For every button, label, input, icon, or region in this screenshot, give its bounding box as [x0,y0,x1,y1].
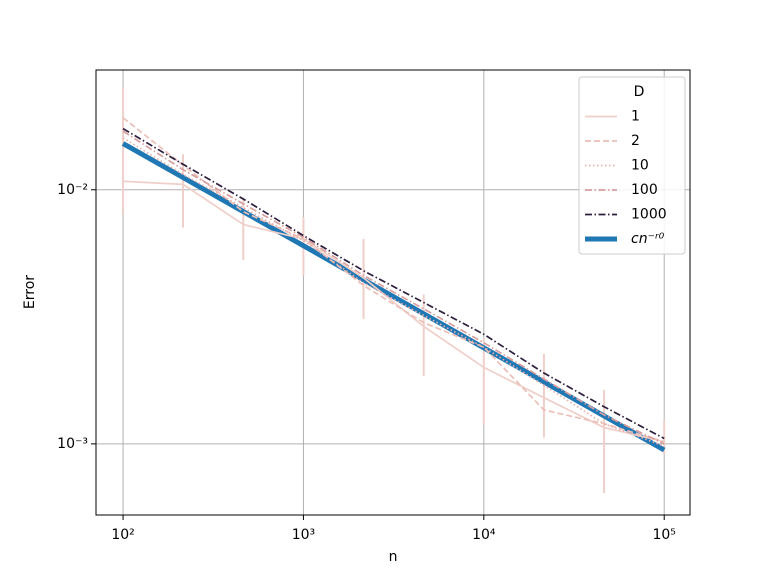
series-line [122,117,665,443]
legend-label: 100 [631,182,658,198]
series-line [123,180,665,443]
x-tick-label: 10³ [292,527,315,543]
legend-label: 1 [631,109,640,125]
legend-title: D [634,84,645,100]
legend-box [578,76,686,255]
y-tick-label: 10⁻³ [57,436,88,452]
series-line [122,137,665,447]
legend-label: 2 [631,133,640,149]
legend-label: 10 [631,158,649,174]
x-tick-label: 10² [111,527,134,543]
series-line [121,141,666,453]
x-tick-label: 10⁵ [652,527,675,543]
y-axis-label: Error [22,275,38,309]
y-tick-label: 10⁻² [57,182,88,198]
x-tick-label: 10⁴ [472,527,496,543]
legend-label: 1000 [631,207,667,223]
x-axis-label: n [389,549,398,565]
legend-label: cn⁻ʳ⁰ [631,231,665,247]
series-line [122,127,665,440]
plot-frame [95,69,691,516]
series-line [122,130,665,445]
